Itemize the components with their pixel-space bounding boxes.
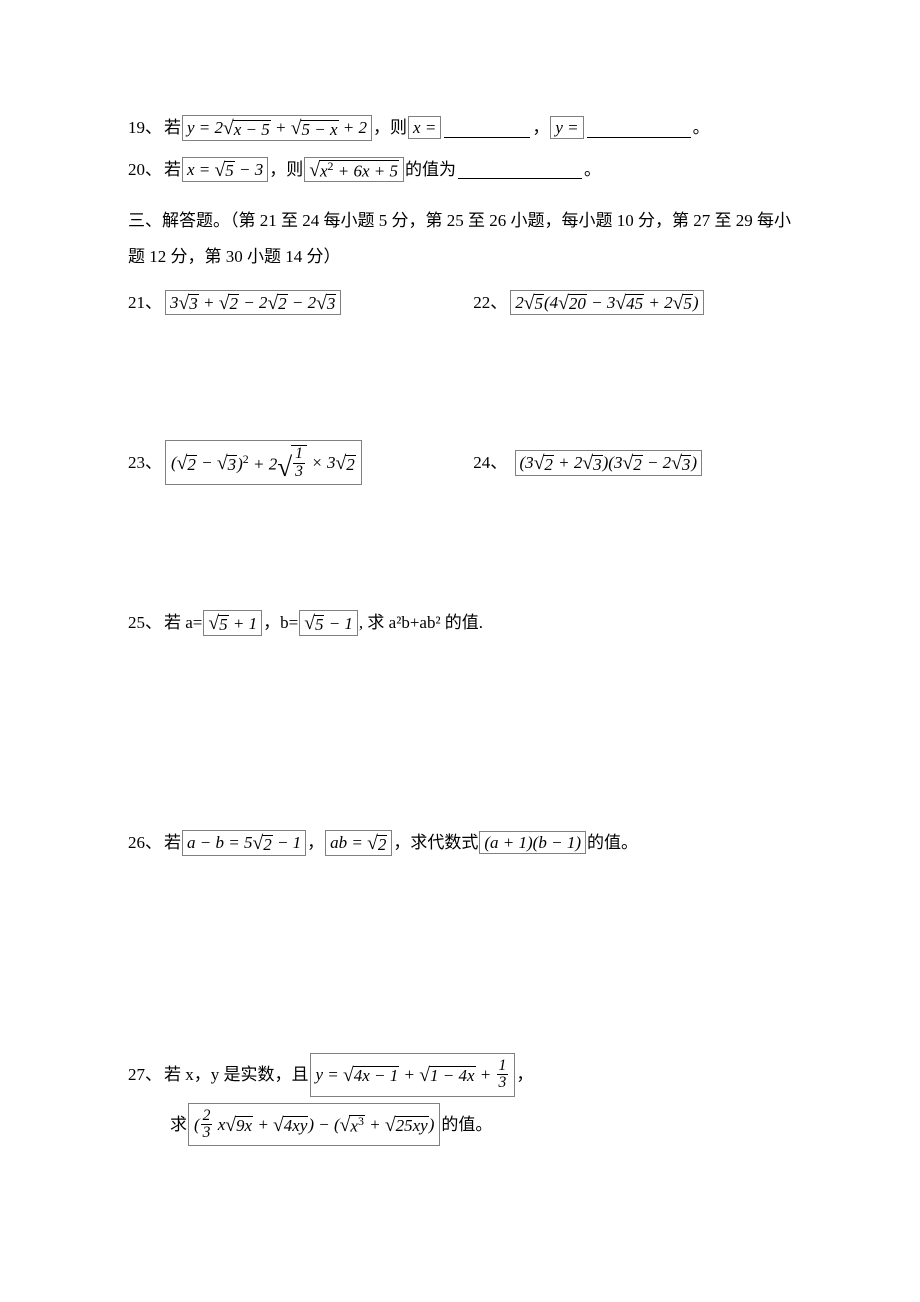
q26-box3: (a + 1)(b − 1) bbox=[479, 831, 586, 854]
q25-row: 25、 若 a= √5 + 1 ，b= √5 − 1 , 求 a²b+ab² 的… bbox=[128, 605, 792, 641]
q21-num: 21、 bbox=[128, 285, 162, 321]
q19-t1: 若 bbox=[164, 110, 181, 146]
q20-t4: 。 bbox=[584, 152, 601, 188]
gap-after-23 bbox=[128, 485, 792, 605]
q19-box2: x = bbox=[408, 116, 441, 139]
q25-t3: , 求 a²b+ab² 的值. bbox=[359, 605, 483, 641]
q19-t4: 。 bbox=[693, 110, 710, 146]
q22-box: 2√5(4√20 − 3√45 + 2√5) bbox=[510, 290, 703, 316]
q27-box1: y = √4x − 1 + √1 − 4x + 13 bbox=[310, 1053, 516, 1097]
q21-q22-row: 21、 3√3 + √2 − 2√2 − 2√3 22、 2√5(4√20 − … bbox=[128, 285, 792, 321]
q25-t1: 若 a= bbox=[164, 605, 202, 641]
q23-q24-row: 23、 (√2 − √3)2 + 2 √13 × 3√2 24、 (3√2 + … bbox=[128, 440, 792, 485]
q25-num: 25、 bbox=[128, 605, 162, 641]
q26-num: 26、 bbox=[128, 825, 162, 861]
q25-box1: √5 + 1 bbox=[203, 610, 262, 636]
q24-num: 24、 bbox=[473, 445, 507, 481]
section-header: 三、解答题。（第 21 至 24 每小题 5 分，第 25 至 26 小题，每小… bbox=[128, 203, 792, 274]
q27-t4: 的值。 bbox=[441, 1107, 492, 1143]
q20-box2: √x2 + 6x + 5 bbox=[304, 157, 404, 183]
q19-blank1 bbox=[444, 118, 530, 138]
q19-t3: ， bbox=[532, 110, 549, 146]
gap-after-21 bbox=[128, 320, 792, 440]
gap-after-26 bbox=[128, 867, 792, 1053]
q27-num: 27、 bbox=[128, 1057, 162, 1093]
q26-box2: ab = √2 bbox=[325, 830, 392, 856]
q20-row: 20、 若 x = √5 − 3 ，则 √x2 + 6x + 5 的值为 。 bbox=[128, 152, 792, 188]
q20-t3: 的值为 bbox=[405, 152, 456, 188]
q26-t1: 若 bbox=[164, 825, 181, 861]
q27-row2: 求 (23 x√9x + √4xy) − (√x3 + √25xy) 的值。 bbox=[128, 1103, 792, 1147]
q27-t3: 求 bbox=[170, 1107, 187, 1143]
q20-blank bbox=[458, 160, 582, 180]
q24-box: (3√2 + 2√3)(3√2 − 2√3) bbox=[515, 450, 703, 476]
q21-box: 3√3 + √2 − 2√2 − 2√3 bbox=[165, 290, 341, 316]
q27-row1: 27、 若 x，y 是实数，且 y = √4x − 1 + √1 − 4x + … bbox=[128, 1053, 792, 1097]
q20-t1: 若 bbox=[164, 152, 181, 188]
q22-num: 22、 bbox=[473, 285, 507, 321]
gap-after-25 bbox=[128, 647, 792, 825]
q25-box2: √5 − 1 bbox=[299, 610, 358, 636]
q26-box1: a − b = 5√2 − 1 bbox=[182, 830, 306, 856]
q19-t2: ，则 bbox=[373, 110, 407, 146]
q26-t3: ，求代数式 bbox=[393, 825, 478, 861]
q19-box3: y = bbox=[550, 116, 583, 139]
q27-t2: ， bbox=[516, 1057, 533, 1093]
q27-box2: (23 x√9x + √4xy) − (√x3 + √25xy) bbox=[188, 1103, 440, 1147]
q26-row: 26、 若 a − b = 5√2 − 1 ， ab = √2 ，求代数式 (a… bbox=[128, 825, 792, 861]
q20-num: 20、 bbox=[128, 152, 162, 188]
q19-row: 19、 若 y = 2√x − 5 + √5 − x + 2 ，则 x = ， … bbox=[128, 110, 792, 146]
q20-t2: ，则 bbox=[269, 152, 303, 188]
q27-t1: 若 x，y 是实数，且 bbox=[164, 1057, 309, 1093]
q19-blank2 bbox=[587, 118, 691, 138]
q23-box: (√2 − √3)2 + 2 √13 × 3√2 bbox=[165, 440, 362, 485]
q20-box1: x = √5 − 3 bbox=[182, 157, 268, 183]
q25-t2: ，b= bbox=[263, 605, 298, 641]
q19-box1: y = 2√x − 5 + √5 − x + 2 bbox=[182, 115, 372, 141]
q26-t4: 的值。 bbox=[587, 825, 638, 861]
q26-t2: ， bbox=[307, 825, 324, 861]
q19-num: 19、 bbox=[128, 110, 162, 146]
q23-num: 23、 bbox=[128, 445, 162, 481]
